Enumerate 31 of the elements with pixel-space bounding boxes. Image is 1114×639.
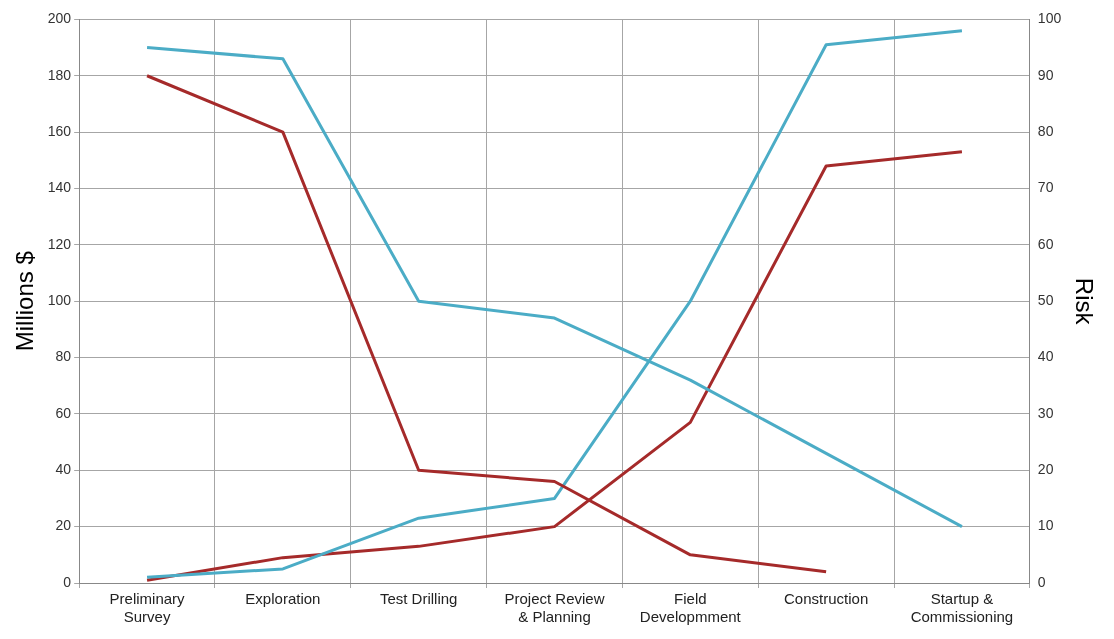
y2-tick-label: 80 (1037, 122, 1054, 139)
y-tick-label: 80 (55, 348, 72, 365)
x-tick-label: Preliminary Survey (109, 590, 186, 626)
x-tick-label: Startup & Commissioning (910, 590, 1014, 626)
y2-tick-label: 20 (1037, 461, 1054, 478)
y2-tick-label: 70 (1037, 179, 1054, 196)
y2-tick-label: 60 (1037, 235, 1054, 252)
y2-tick-label: 0 (1037, 573, 1046, 590)
x-tick-label: Test Drilling (379, 590, 458, 608)
y-tick-label: 40 (55, 461, 72, 478)
y2-tick-label: 30 (1037, 404, 1054, 421)
y-tick-label: 160 (47, 122, 72, 139)
y2-tick-label: 50 (1037, 292, 1054, 309)
y-tick-label: 100 (47, 292, 72, 309)
y2-axis-title: Risk (1070, 277, 1098, 326)
y-tick-label: 0 (63, 573, 72, 590)
y-tick-label: 120 (47, 235, 72, 252)
y-tick-label: 200 (47, 10, 72, 27)
y2-tick-label: 90 (1037, 66, 1054, 83)
x-tick-label: Project Review & Planning (504, 590, 605, 626)
y2-tick-label: 40 (1037, 348, 1054, 365)
y-tick-label: 20 (55, 517, 72, 534)
y2-tick-label: 100 (1037, 10, 1062, 27)
x-tick-label: Exploration (245, 590, 321, 608)
y2-tick-label: 10 (1037, 517, 1054, 534)
x-tick-label: Field Developmment (639, 590, 742, 626)
y-tick-label: 60 (55, 404, 72, 421)
x-tick-label: Construction (784, 590, 869, 608)
y-axis-title: Millions $ (11, 251, 39, 352)
y-tick-label: 180 (47, 66, 72, 83)
y-tick-label: 140 (47, 179, 72, 196)
